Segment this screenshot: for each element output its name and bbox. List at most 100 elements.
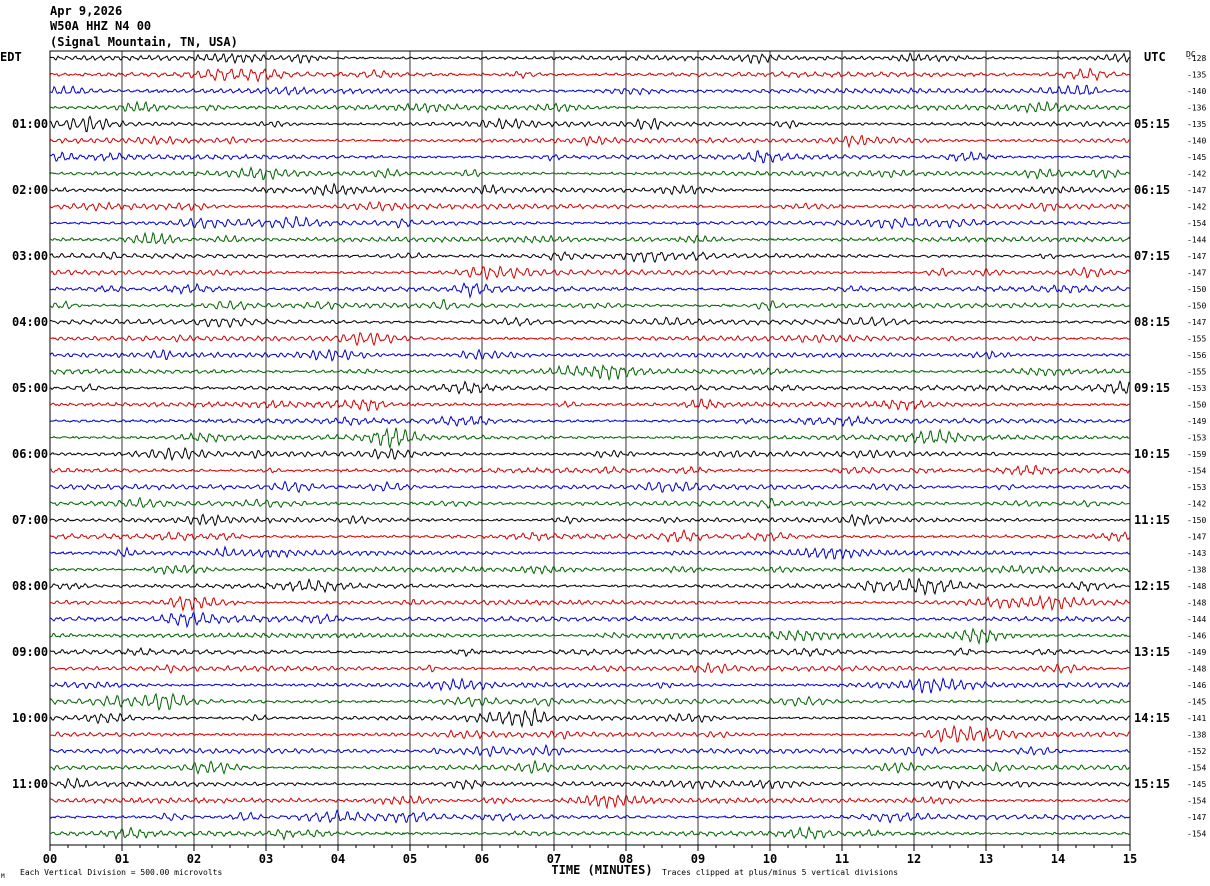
seismic-trace-line <box>49 134 1131 149</box>
seismic-trace-line <box>49 250 1131 264</box>
dc-offset-label: -145 <box>1187 153 1206 162</box>
utc-hour-label: 11:15 <box>1134 513 1170 527</box>
dc-offset-label: -148 <box>1187 665 1206 674</box>
dc-offset-label: -152 <box>1187 747 1206 756</box>
seismic-trace-line <box>50 793 1131 810</box>
dc-offset-label: -144 <box>1187 615 1206 624</box>
dc-header-label: DC <box>1186 50 1196 59</box>
x-tick-label: 01 <box>115 852 129 866</box>
seismic-trace-line <box>49 661 1131 674</box>
utc-hour-label: 06:15 <box>1134 183 1170 197</box>
seismic-trace-line <box>49 84 1130 96</box>
x-tick-label: 15 <box>1123 852 1137 866</box>
dc-offset-label: -142 <box>1187 203 1206 212</box>
edt-hour-label: 02:00 <box>12 183 48 197</box>
x-tick-label: 09 <box>691 852 705 866</box>
x-tick-label: 10 <box>763 852 777 866</box>
dc-offset-label: -146 <box>1187 681 1206 690</box>
seismic-trace-line <box>49 282 1131 299</box>
edt-hour-label: 09:00 <box>12 645 48 659</box>
dc-offset-label: -147 <box>1187 252 1206 261</box>
dc-offset-label: -153 <box>1187 483 1206 492</box>
seismic-trace-line <box>49 414 1131 428</box>
seismic-trace-line <box>49 316 1131 329</box>
utc-hour-label: 07:15 <box>1134 249 1170 263</box>
footer-mark: M <box>1 873 5 880</box>
edt-hour-label: 08:00 <box>12 579 48 593</box>
edt-hour-label: 04:00 <box>12 315 48 329</box>
date-label: Apr 9,2026 <box>50 4 123 18</box>
seismic-trace-line <box>49 677 1131 694</box>
utc-axis-label: UTC <box>1144 50 1166 64</box>
utc-hour-label: 09:15 <box>1134 381 1170 395</box>
seismic-trace-line <box>49 331 1131 347</box>
dc-offset-label: -145 <box>1187 780 1206 789</box>
seismic-trace-line <box>49 363 1131 382</box>
dc-offset-label: -150 <box>1187 285 1206 294</box>
edt-hour-label: 01:00 <box>12 117 48 131</box>
dc-offset-label: -141 <box>1187 714 1206 723</box>
dc-offset-label: -140 <box>1187 87 1206 96</box>
axis-labels: 00 01 02 03 04 05 06 07 08 09 10 11 12 13 14 15 -128 -135… <box>0 50 1206 880</box>
seismic-trace-line <box>49 545 1131 560</box>
dc-offset-label: -159 <box>1187 450 1206 459</box>
dc-offset-label: -154 <box>1187 797 1206 806</box>
utc-hour-label: 08:15 <box>1134 315 1170 329</box>
seismic-trace-line <box>49 809 1131 824</box>
dc-offset-label: -156 <box>1187 351 1206 360</box>
dc-offset-label: -150 <box>1187 516 1206 525</box>
dc-offset-label: -144 <box>1187 236 1206 245</box>
dc-offset-label: -154 <box>1187 830 1206 839</box>
seismic-trace-line <box>49 149 1131 164</box>
dc-offset-label: -148 <box>1187 599 1206 608</box>
dc-offset-label: -147 <box>1187 186 1206 195</box>
utc-hour-label: 10:15 <box>1134 447 1170 461</box>
dc-offset-label: -153 <box>1187 434 1206 443</box>
seismic-trace-line <box>49 298 1131 312</box>
seismic-trace-line <box>50 480 1131 494</box>
seismic-trace-line <box>49 692 1130 712</box>
seismic-trace-line <box>50 427 1131 450</box>
grid-lines <box>49 50 1131 851</box>
seismic-trace-line <box>49 777 1131 791</box>
dc-offset-label: -146 <box>1187 632 1206 641</box>
edt-hour-label: 11:00 <box>12 777 48 791</box>
dc-offset-label: -135 <box>1187 71 1206 80</box>
seismic-trace-line <box>49 513 1131 528</box>
x-tick-label: 00 <box>43 852 57 866</box>
dc-offset-label: -142 <box>1187 500 1206 509</box>
seismic-trace-line <box>49 724 1131 743</box>
seismic-trace-line <box>49 594 1131 613</box>
dc-offset-label: -138 <box>1187 731 1206 740</box>
x-tick-label: 03 <box>259 852 273 866</box>
seismic-trace-line <box>49 215 1131 230</box>
dc-offset-label: -138 <box>1187 566 1206 575</box>
seismic-trace-line <box>49 201 1131 212</box>
dc-offset-label: -142 <box>1187 170 1206 179</box>
dc-offset-label: -154 <box>1187 467 1206 476</box>
dc-offset-label: -155 <box>1187 335 1206 344</box>
seismic-trace-line <box>49 759 1131 775</box>
dc-offset-label: -128 <box>1187 54 1206 63</box>
seismic-trace-line <box>50 182 1131 197</box>
seismic-trace-line <box>49 398 1131 412</box>
seismic-trace-line <box>49 115 1131 133</box>
x-tick-label: 11 <box>835 852 849 866</box>
plot-frame <box>49 50 1131 846</box>
edt-axis-label: EDT <box>0 50 22 64</box>
x-axis-title: TIME (MINUTES) <box>551 863 652 877</box>
dc-offset-label: -153 <box>1187 384 1206 393</box>
dc-offset-label: -147 <box>1187 533 1206 542</box>
dc-offset-label: -154 <box>1187 764 1206 773</box>
scale-note: Each Vertical Division = 500.00 microvol… <box>20 868 222 877</box>
seismic-trace-line <box>49 52 1131 65</box>
seismic-trace-line <box>49 528 1131 544</box>
seismic-trace-line <box>49 447 1131 462</box>
seismic-trace-line <box>49 348 1131 362</box>
dc-offset-label: -135 <box>1187 120 1206 129</box>
location-label: (Signal Mountain, TN, USA) <box>50 35 238 49</box>
dc-offset-label: -149 <box>1187 417 1206 426</box>
dc-offset-label: -145 <box>1187 698 1206 707</box>
dc-offset-label: -150 <box>1187 302 1206 311</box>
dc-offset-label: -147 <box>1187 318 1206 327</box>
